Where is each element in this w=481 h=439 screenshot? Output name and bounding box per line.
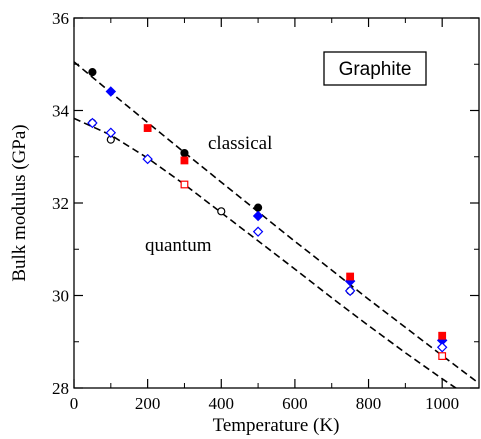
data-point-classical-filled-square: [180, 156, 189, 165]
annotation-classical: classical: [208, 133, 272, 154]
data-point-classical-filled-circle: [88, 68, 97, 77]
x-tick-label: 600: [282, 394, 308, 413]
data-markers: [87, 68, 448, 360]
data-point-classical-filled-square: [143, 124, 152, 132]
data-point-classical-filled-circle: [253, 203, 263, 212]
data-point-classical-filled-circle: [180, 148, 189, 158]
legend-text: Graphite: [339, 59, 412, 80]
y-axis-title: Bulk modulus (GPa): [9, 124, 30, 281]
data-point-classical-filled-diamond: [105, 86, 117, 97]
legend-frame: [323, 51, 427, 86]
fit-line-classical: [74, 61, 479, 385]
x-tick-label: 800: [356, 394, 382, 413]
data-point-quantum-open-diamond: [105, 127, 117, 138]
data-point-quantum-open-square: [438, 352, 447, 360]
data-point-quantum-open-diamond: [344, 285, 356, 297]
data-point-classical-filled-square: [438, 331, 447, 340]
y-tick-label: 28: [52, 379, 69, 398]
data-point-quantum-open-diamond: [252, 226, 264, 237]
data-point-quantum-open-diamond: [436, 342, 448, 353]
data-point-quantum-open-square: [180, 180, 189, 189]
legend-box: Graphite: [323, 51, 427, 86]
y-tick-label: 34: [52, 102, 70, 121]
y-tick-label: 36: [52, 9, 69, 28]
data-point-quantum-open-diamond: [87, 117, 98, 129]
annotation-quantum: quantum: [145, 235, 212, 256]
fit-lines: [74, 61, 479, 388]
data-point-classical-filled-square: [346, 272, 355, 281]
data-point-classical-filled-diamond: [252, 210, 264, 222]
fit-line-quantum: [74, 117, 458, 388]
x-axis-title: Temperature (K): [213, 415, 340, 436]
axis-ticks: 0 200 400 600 800 1000 28 30 32 34 36: [52, 9, 479, 413]
x-tick-label: 400: [209, 394, 235, 413]
y-tick-label: 32: [52, 194, 69, 213]
y-tick-label: 30: [52, 287, 69, 306]
data-point-quantum-open-circle: [217, 207, 226, 216]
x-tick-label: 1000: [425, 394, 459, 413]
x-tick-label: 200: [135, 394, 161, 413]
x-tick-label: 0: [70, 394, 79, 413]
data-point-quantum-open-diamond: [142, 153, 153, 165]
